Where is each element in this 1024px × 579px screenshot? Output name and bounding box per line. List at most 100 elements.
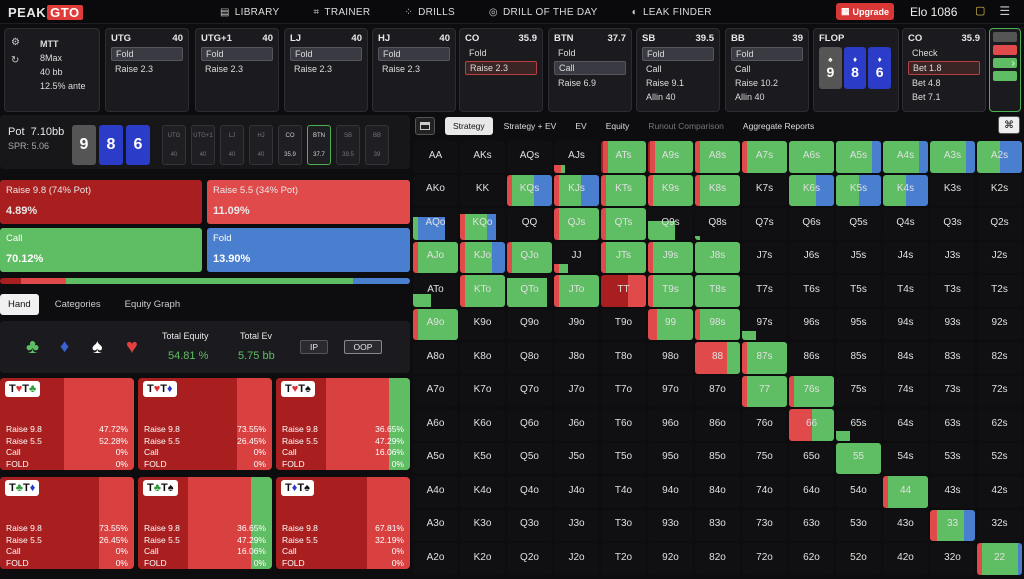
grid-cell-T9s[interactable]: T9s [648,275,693,307]
action-fold[interactable]: Fold 13.90% [207,228,410,272]
tab-ev[interactable]: EV [575,121,587,131]
grid-cell-K4s[interactable]: K4s [883,174,928,206]
grid-cell-T3o[interactable]: T3o [601,509,646,541]
grid-cell-A8o[interactable]: A8o [413,342,458,374]
grid-cell-K6o[interactable]: K6o [460,409,505,441]
grid-cell-K9s[interactable]: K9s [648,174,693,206]
grid-cell-KTs[interactable]: KTs [601,174,646,206]
grid-cell-A9s[interactable]: A9s [648,141,693,173]
nav-library[interactable]: ▤ LIBRARY [220,7,279,18]
grid-cell-J3s[interactable]: J3s [930,241,975,273]
spade-suit-icon[interactable]: ♠ [92,336,103,358]
grid-cell-32o[interactable]: 32o [930,543,975,575]
grid-cell-ATs[interactable]: ATs [601,141,646,173]
grid-cell-A7s[interactable]: A7s [742,141,787,173]
grid-cell-A3s[interactable]: A3s [930,141,975,173]
grid-cell-93o[interactable]: 93o [648,509,693,541]
grid-cell-J3o[interactable]: J3o [554,509,599,541]
grid-cell-T7s[interactable]: T7s [742,275,787,307]
grid-cell-J4s[interactable]: J4s [883,241,928,273]
grid-cell-Q6s[interactable]: Q6s [789,208,834,240]
grid-cell-Q6o[interactable]: Q6o [507,409,552,441]
grid-cell-85s[interactable]: 85s [836,342,881,374]
grid-cell-KTo[interactable]: KTo [460,275,505,307]
grid-cell-A2o[interactable]: A2o [413,543,458,575]
grid-cell-76s[interactable]: 76s [789,375,834,407]
grid-cell-Q8s[interactable]: Q8s [695,208,740,240]
upgrade-button[interactable]: ▦ Upgrade [836,3,894,20]
grid-cell-A8s[interactable]: A8s [695,141,740,173]
pos-column-hj[interactable]: HJ 40 [249,125,273,165]
grid-cell-K5s[interactable]: K5s [836,174,881,206]
grid-cell-97o[interactable]: 97o [648,375,693,407]
grid-cell-52o[interactable]: 52o [836,543,881,575]
position-action[interactable]: Allin 40 [646,92,676,102]
action-raise-9-8[interactable]: Raise 9.8 (74% Pot) 4.89% [0,180,202,224]
grid-cell-A7o[interactable]: A7o [413,375,458,407]
position-action[interactable]: Raise 2.3 [294,64,333,74]
grid-cell-A4o[interactable]: A4o [413,476,458,508]
grid-cell-52s[interactable]: 52s [977,442,1022,474]
grid-cell-T8o[interactable]: T8o [601,342,646,374]
tab-equity[interactable]: Equity [605,121,630,131]
grid-cell-82s[interactable]: 82s [977,342,1022,374]
position-action[interactable]: Fold [469,48,487,58]
grid-cell-AJs[interactable]: AJs [554,141,599,173]
chat-icon[interactable]: ▢ [975,5,986,17]
position-action[interactable]: Call [554,61,626,75]
grid-cell-65o[interactable]: 65o [789,442,834,474]
grid-cell-T6o[interactable]: T6o [601,409,646,441]
position-action[interactable]: Check [912,48,938,58]
grid-cell-ATo[interactable]: ATo [413,275,458,307]
position-action[interactable]: Raise 2.3 [382,64,421,74]
pos-column-btn[interactable]: BTN 37.7 [307,125,331,165]
position-action[interactable]: Fold [558,48,576,58]
action-call[interactable]: Call 70.12% [0,228,202,272]
action-raise-5-5[interactable]: Raise 5.5 (34% Pot) 11.09% [207,180,410,224]
grid-cell-76o[interactable]: 76o [742,409,787,441]
grid-cell-84s[interactable]: 84s [883,342,928,374]
grid-cell-T2o[interactable]: T2o [601,543,646,575]
heart-suit-icon[interactable]: ♥ [126,336,138,358]
menu-icon[interactable]: ☰ [999,4,1011,18]
grid-cell-95s[interactable]: 95s [836,308,881,340]
grid-cell-82o[interactable]: 82o [695,543,740,575]
grid-cell-K2o[interactable]: K2o [460,543,505,575]
grid-cell-JTo[interactable]: JTo [554,275,599,307]
combo-card[interactable]: T ♥ T ♣ Raise 9.8 47.72% Raise 5.5 52.28% Call 0%… [0,378,134,470]
grid-cell-A2s[interactable]: A2s [977,141,1022,173]
combo-card[interactable]: T ♥ T ♠ Raise 9.8 36.65% Raise 5.5 47.29% Call 16… [276,378,410,470]
grid-cell-74s[interactable]: 74s [883,375,928,407]
grid-cell-98o[interactable]: 98o [648,342,693,374]
grid-cell-54o[interactable]: 54o [836,476,881,508]
grid-cell-KQs[interactable]: KQs [507,174,552,206]
grid-cell-Q9o[interactable]: Q9o [507,308,552,340]
grid-cell-K8o[interactable]: K8o [460,342,505,374]
grid-cell-64s[interactable]: 64s [883,409,928,441]
grid-cell-63o[interactable]: 63o [789,509,834,541]
grid-cell-92o[interactable]: 92o [648,543,693,575]
position-card-lj[interactable]: LJ 40 Fold Raise 2.3 [284,28,368,112]
position-action[interactable]: Bet 4.8 [912,78,941,88]
logo[interactable]: PEAK GTO [8,4,83,20]
grid-cell-96o[interactable]: 96o [648,409,693,441]
position-card-hj[interactable]: HJ 40 Fold Raise 2.3 [372,28,456,112]
grid-cell-K7s[interactable]: K7s [742,174,787,206]
tab-hand[interactable]: Hand [0,293,39,315]
grid-cell-Q8o[interactable]: Q8o [507,342,552,374]
position-action[interactable]: Fold [111,47,183,61]
pos-column-bb[interactable]: BB 39 [365,125,389,165]
grid-cell-Q3o[interactable]: Q3o [507,509,552,541]
combo-card[interactable]: T ♥ T ♦ Raise 9.8 73.55% Raise 5.5 26.45% Call 0%… [138,378,272,470]
grid-cell-J5s[interactable]: J5s [836,241,881,273]
flop-card[interactable]: FLOP ♠ 9 ♦ 8 ♦ 6 [813,28,899,112]
grid-cell-72o[interactable]: 72o [742,543,787,575]
nav-trainer[interactable]: ⌗ TRAINER [313,7,370,18]
position-action[interactable]: Fold [642,47,714,61]
grid-cell-53s[interactable]: 53s [930,442,975,474]
pos-column-lj[interactable]: LJ 40 [220,125,244,165]
grid-cell-KJs[interactable]: KJs [554,174,599,206]
grid-cell-63s[interactable]: 63s [930,409,975,441]
position-action[interactable]: Raise 2.3 [205,64,244,74]
grid-cell-J2o[interactable]: J2o [554,543,599,575]
